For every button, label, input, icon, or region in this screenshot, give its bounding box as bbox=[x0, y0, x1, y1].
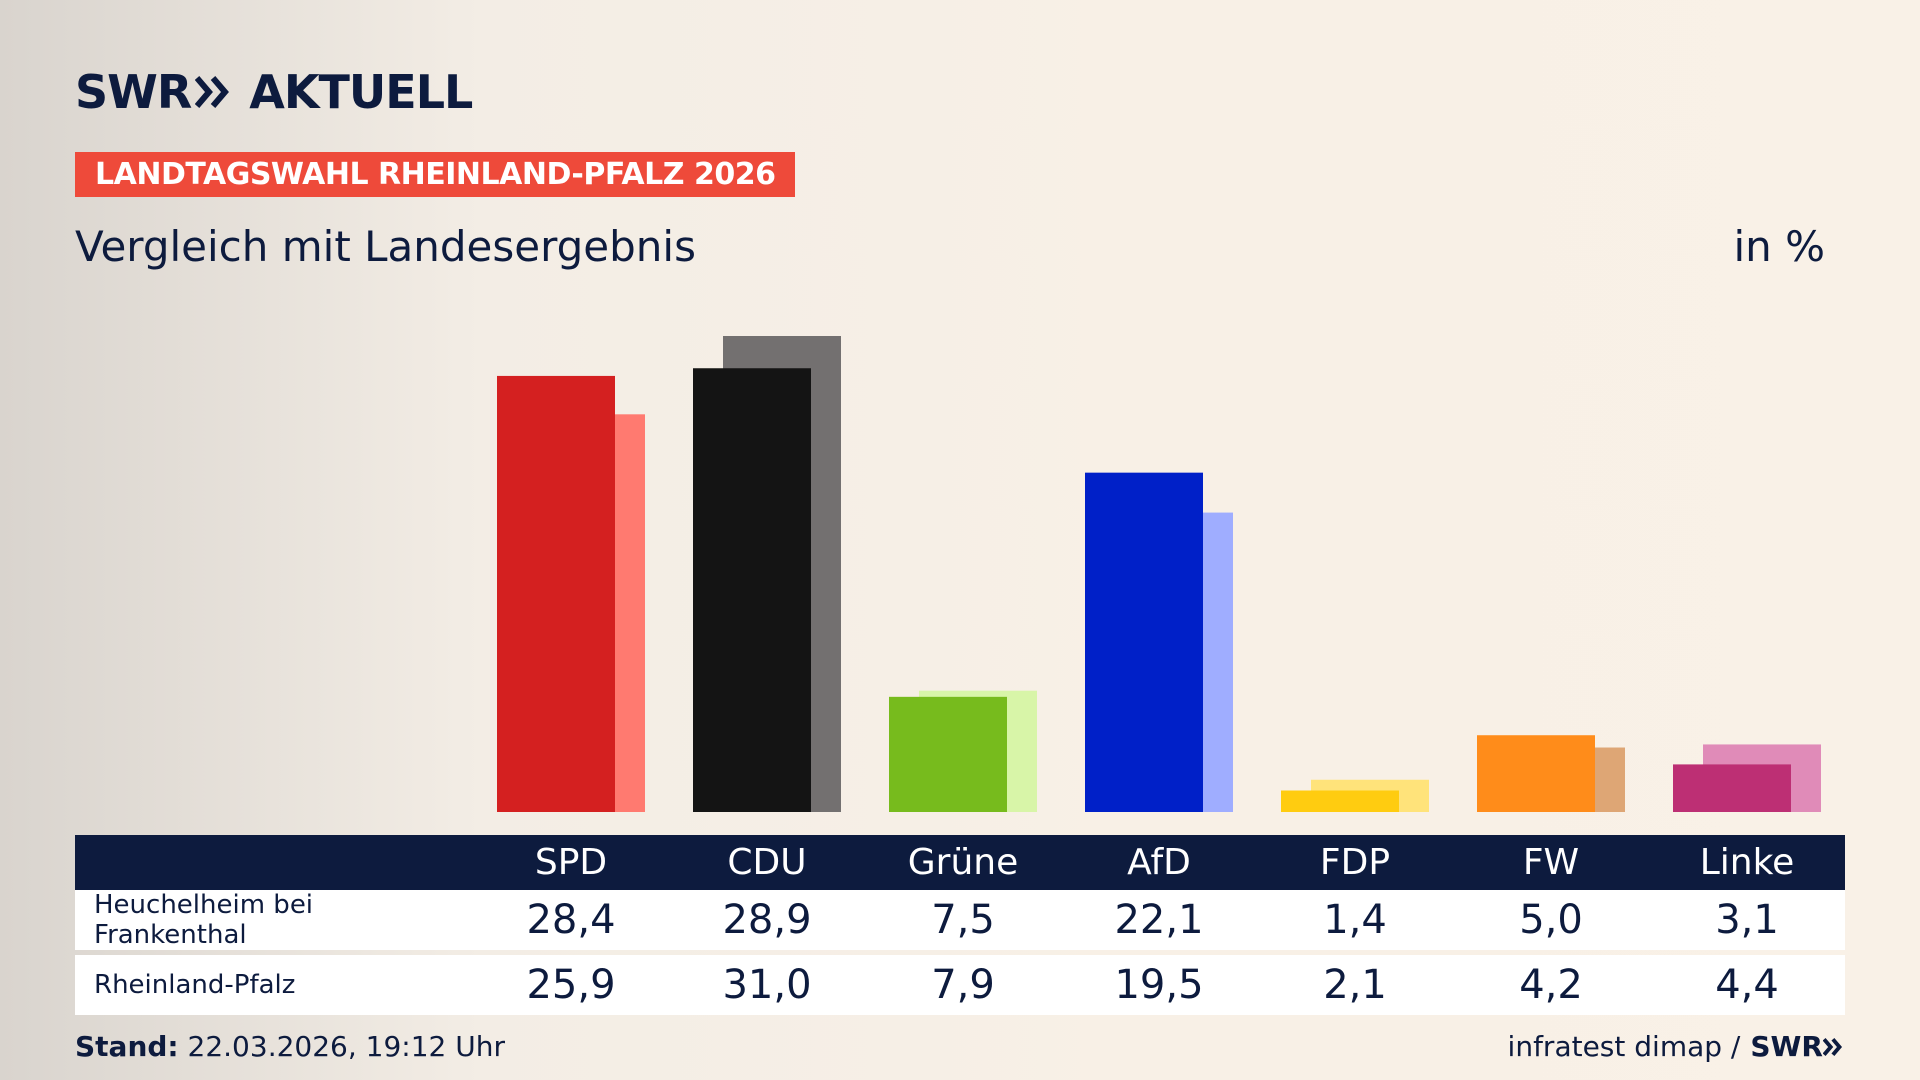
table-cell: 4,4 bbox=[1715, 962, 1779, 1008]
row-cells: 28,4 28,9 7,5 22,1 1,4 5,0 3,1 bbox=[473, 890, 1845, 950]
row-label: Rheinland-Pfalz bbox=[94, 970, 296, 1000]
stand-value: 22.03.2026, 19:12 Uhr bbox=[187, 1030, 505, 1063]
table-cell: 22,1 bbox=[1114, 897, 1204, 943]
table-cell: 19,5 bbox=[1114, 962, 1204, 1008]
table-cell: 7,9 bbox=[931, 962, 995, 1008]
double-chevron-icon bbox=[1823, 1037, 1843, 1056]
table-cell: 3,1 bbox=[1715, 897, 1779, 943]
table-cell: 1,4 bbox=[1323, 897, 1387, 943]
source-credit: infratest dimap / SWR bbox=[1508, 1030, 1845, 1063]
source-text: infratest dimap / bbox=[1507, 1030, 1741, 1063]
logo-brand: SWR bbox=[75, 65, 192, 119]
source-brand: SWR bbox=[1750, 1030, 1845, 1063]
row-cells: 25,9 31,0 7,9 19,5 2,1 4,2 4,4 bbox=[473, 955, 1845, 1015]
table-cell: 25,9 bbox=[526, 962, 616, 1008]
table-row-state: Rheinland-Pfalz 25,9 31,0 7,9 19,5 2,1 4,2 4,4 bbox=[75, 955, 1845, 1015]
table-cell: 2,1 bbox=[1323, 962, 1387, 1008]
bar-local-grüne bbox=[889, 696, 1007, 812]
swr-aktuell-logo: SWR AKTUELL bbox=[75, 62, 473, 122]
bar-local-cdu bbox=[693, 368, 811, 812]
double-chevron-icon bbox=[195, 76, 230, 108]
table-cell: 31,0 bbox=[722, 962, 812, 1008]
chart-subtitle: Vergleich mit Landesergebnis bbox=[75, 222, 696, 271]
row-label: Heuchelheim bei Frankenthal bbox=[94, 890, 314, 950]
table-cell: 28,4 bbox=[526, 897, 616, 943]
table-cell: 4,2 bbox=[1519, 962, 1583, 1008]
column-header: FDP bbox=[1319, 842, 1391, 883]
timestamp: Stand: 22.03.2026, 19:12 Uhr bbox=[75, 1030, 505, 1063]
column-header: AfD bbox=[1127, 842, 1191, 883]
table-header: SPD CDU Grüne AfD FDP FW Linke bbox=[75, 835, 1845, 890]
table-cell: 28,9 bbox=[722, 897, 812, 943]
table-row-local: Heuchelheim bei Frankenthal 28,4 28,9 7,5 2… bbox=[75, 890, 1845, 950]
unit-label: in % bbox=[1733, 222, 1825, 271]
bar-local-spd bbox=[497, 375, 615, 812]
bar-local-fdp bbox=[1281, 790, 1399, 812]
column-header: SPD bbox=[534, 842, 608, 883]
column-header: CDU bbox=[727, 842, 807, 883]
column-header: FW bbox=[1522, 842, 1580, 883]
source-brand-text: SWR bbox=[1750, 1030, 1823, 1063]
bar-local-linke bbox=[1673, 764, 1791, 812]
bar-chart bbox=[497, 336, 1821, 812]
logo-product: AKTUELL bbox=[249, 65, 473, 119]
results-table: SPD CDU Grüne AfD FDP FW Linke Heuchelheim bei… bbox=[75, 835, 1845, 1015]
table-cell: 7,5 bbox=[931, 897, 995, 943]
table-cell: 5,0 bbox=[1519, 897, 1583, 943]
column-header: Linke bbox=[1699, 842, 1795, 883]
column-header: Grüne bbox=[907, 842, 1019, 883]
header-cells: SPD CDU Grüne AfD FDP FW Linke bbox=[473, 835, 1845, 890]
bar-local-fw bbox=[1477, 735, 1595, 812]
stand-label: Stand: bbox=[75, 1030, 179, 1063]
header-spacer bbox=[75, 835, 473, 890]
election-tag: LANDTAGSWAHL RHEINLAND-PFALZ 2026 bbox=[75, 152, 796, 197]
bar-local-afd bbox=[1085, 472, 1203, 812]
